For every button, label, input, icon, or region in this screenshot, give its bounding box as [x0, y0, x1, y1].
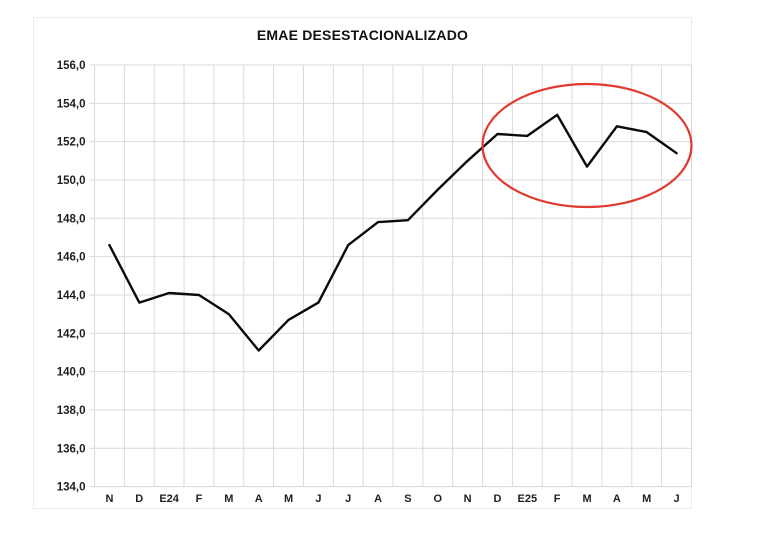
- x-axis-label: M: [642, 493, 651, 505]
- x-axis-label: N: [105, 493, 113, 505]
- y-axis-label: 138,0: [57, 405, 86, 417]
- x-axis-label: F: [554, 493, 561, 505]
- y-axis-label: 156,0: [57, 60, 86, 72]
- x-axis-label: D: [493, 493, 501, 505]
- x-axis-label: F: [196, 493, 203, 505]
- chart-title: EMAE DESESTACIONALIZADO: [256, 27, 469, 43]
- x-axis-label: D: [135, 493, 143, 505]
- y-axis-label: 142,0: [57, 328, 86, 340]
- y-axis-label: 136,0: [57, 443, 86, 455]
- x-axis-label: A: [613, 493, 621, 505]
- x-axis-label: E25: [518, 493, 538, 505]
- x-axis-label: M: [224, 493, 233, 505]
- y-axis-label: 152,0: [57, 137, 86, 149]
- y-axis-label: 140,0: [57, 367, 86, 379]
- x-axis-label: A: [255, 493, 263, 505]
- data-line-emae: [108, 113, 678, 352]
- y-axis-label: 144,0: [57, 290, 86, 302]
- x-axis-label: J: [315, 493, 321, 505]
- x-axis-label: M: [284, 493, 293, 505]
- x-axis-label: N: [464, 493, 472, 505]
- y-axis-label: 154,0: [57, 98, 86, 110]
- x-axis-label: J: [674, 493, 680, 505]
- x-axis-label: M: [582, 493, 591, 505]
- y-axis-label: 148,0: [57, 213, 86, 225]
- x-axis-label: S: [404, 493, 411, 505]
- x-axis-label: E24: [159, 493, 179, 505]
- x-axis-label: A: [374, 493, 382, 505]
- y-axis-label: 146,0: [57, 252, 86, 264]
- y-axis-label: 134,0: [57, 482, 86, 494]
- x-axis-label: J: [345, 493, 351, 505]
- y-axis-label: 150,0: [57, 175, 86, 187]
- chart-frame: [33, 17, 692, 509]
- x-axis-label: O: [433, 493, 442, 505]
- annotation-ellipse: [481, 82, 693, 209]
